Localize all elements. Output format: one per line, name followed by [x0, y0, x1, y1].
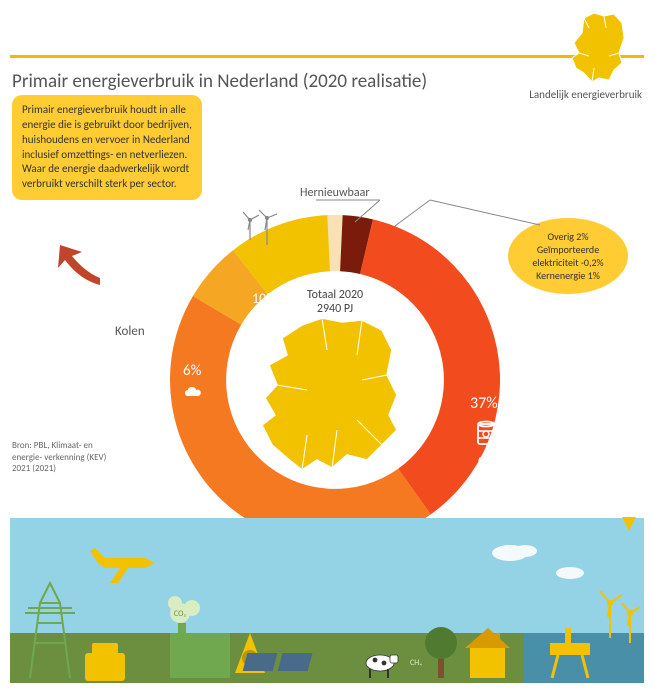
pct-olie: 37% — [470, 394, 498, 413]
callout-arrow-icon — [50, 240, 110, 290]
footer-water — [524, 633, 644, 683]
netherlands-map-small — [564, 8, 634, 83]
coal-cloud-icon — [182, 384, 204, 405]
energy-donut-chart: Totaal 2020 2940 PJ — [165, 210, 505, 550]
center-line1: Totaal 2020 — [307, 288, 363, 302]
footer-sky — [10, 518, 644, 638]
extra-l3: Kernenergie 1% — [516, 269, 620, 282]
pct-kolen: 6% — [183, 362, 201, 380]
netherlands-map-center — [247, 310, 427, 480]
segment-gap — [327, 215, 342, 271]
label-hernieuwbaar: Hernieuwbaar — [300, 186, 370, 200]
pct-hernieuwbaar: 10% — [252, 290, 276, 307]
page-title: Primair energieverbruik in Nederland (20… — [12, 70, 427, 93]
extra-l1: Overig 2% — [516, 230, 620, 243]
oil-barrel-icon — [475, 420, 497, 453]
extra-l2: Geïmporteerde elektriciteit -0,2% — [516, 243, 620, 269]
header-rule — [10, 55, 644, 58]
info-callout: Primair energieverbruik houdt in alle en… — [12, 95, 202, 200]
label-kolen: Kolen — [115, 324, 145, 339]
windmill-icon — [235, 200, 285, 250]
extra-sources-callout: Overig 2% Geïmporteerde elektriciteit -0… — [508, 218, 628, 294]
source-citation: Bron: PBL, Klimaat- en energie- verkenni… — [12, 440, 107, 475]
map-small-label: Landelijk energieverbruik — [529, 88, 642, 101]
label-olie: Olie — [478, 454, 499, 469]
